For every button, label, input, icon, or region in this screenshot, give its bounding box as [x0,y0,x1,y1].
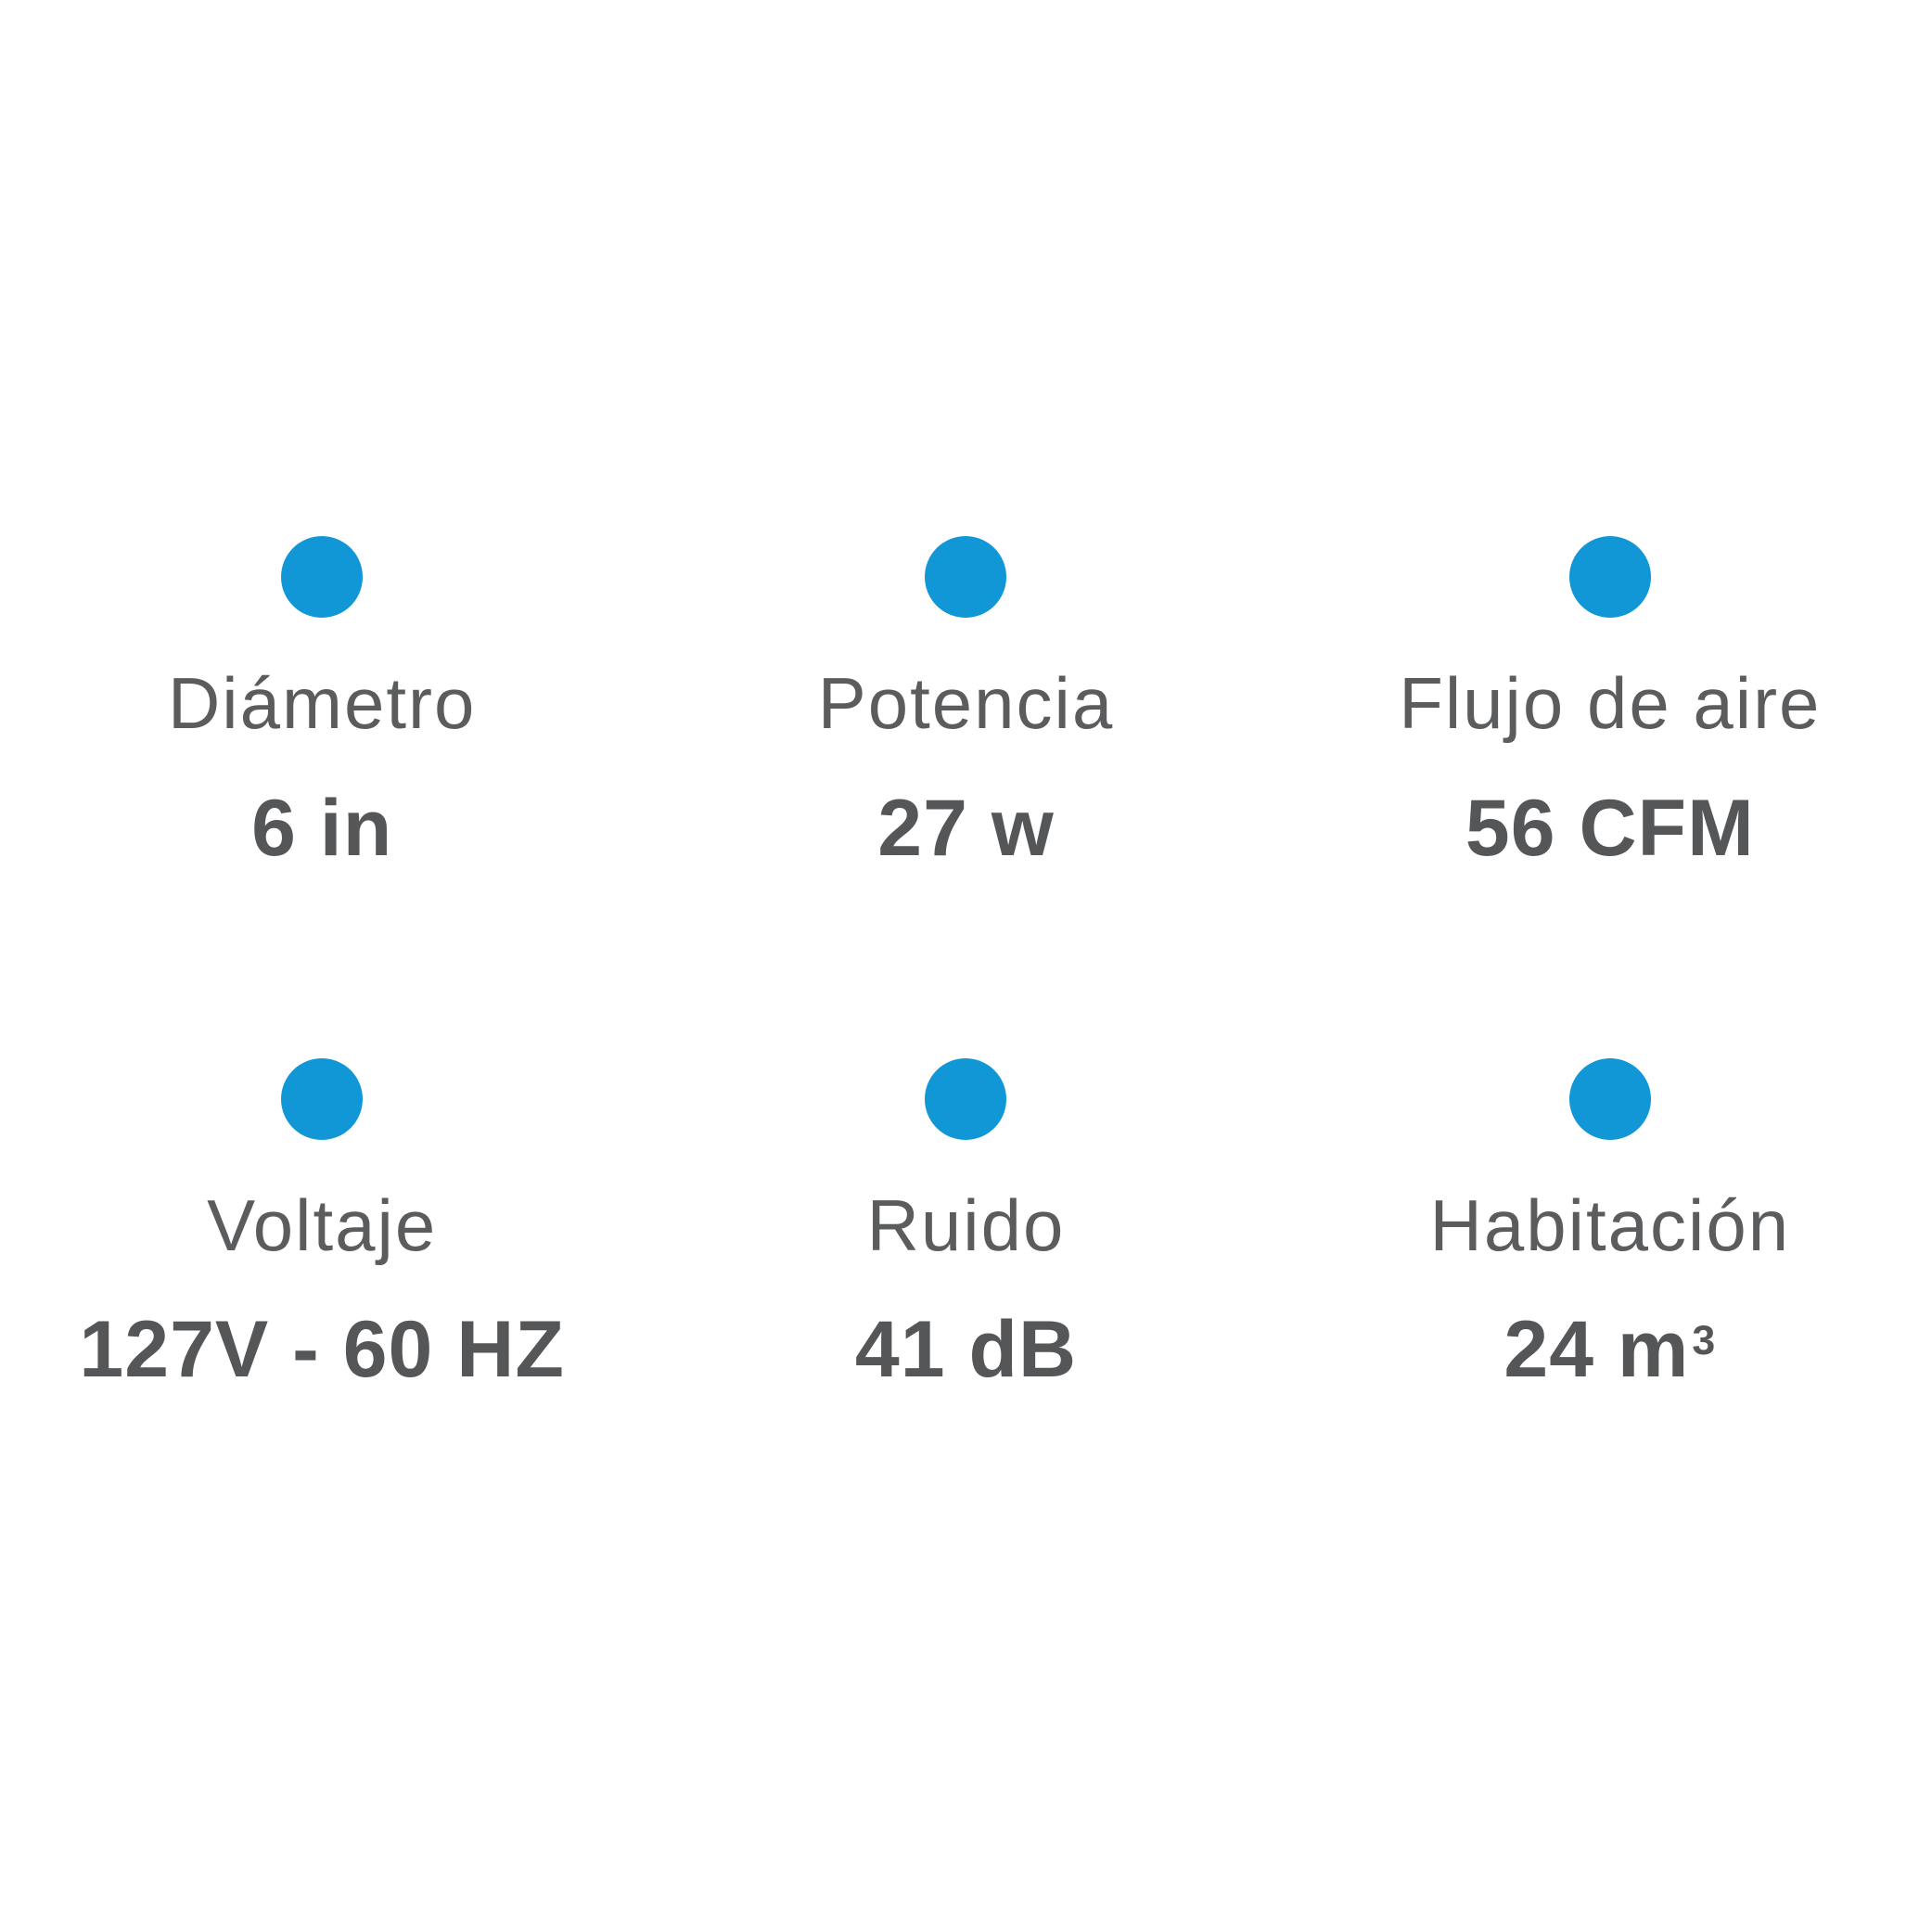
spec-label: Voltaje [207,1184,438,1266]
spec-value: 127V - 60 HZ [79,1305,565,1395]
spec-value: 41 dB [854,1305,1078,1395]
spec-label: Potencia [817,662,1115,744]
spec-item-habitacion: Habitación 24 m3 [1288,1057,1932,1397]
spec-item-ruido: Ruido 41 dB [644,1057,1287,1397]
spec-label: Flujo de aire [1399,662,1822,744]
spec-label: Habitación [1429,1184,1791,1266]
spec-value-text: 24 m [1503,1305,1690,1395]
bullet-dot-icon [925,1057,1007,1140]
spec-value: 24 m3 [1503,1304,1716,1396]
spec-value: 27 w [877,783,1055,873]
spec-value: 56 CFM [1465,783,1755,873]
cubic-superscript: 3 [1692,1317,1717,1363]
spec-label: Diámetro [167,662,477,744]
spec-item-voltaje: Voltaje 127V - 60 HZ [0,1057,644,1397]
bullet-dot-icon [925,536,1007,618]
specs-grid: Diámetro 6 in Potencia 27 w Flujo de air… [0,536,1932,1396]
spec-item-potencia: Potencia 27 w [644,536,1287,875]
bullet-dot-icon [1568,536,1651,618]
spec-label: Ruido [866,1184,1066,1266]
spec-value: 6 in [251,783,393,873]
bullet-dot-icon [281,536,364,618]
spec-item-flujo-de-aire: Flujo de aire 56 CFM [1288,536,1932,875]
bullet-dot-icon [281,1057,364,1140]
spec-item-diametro: Diámetro 6 in [0,536,644,875]
bullet-dot-icon [1568,1057,1651,1140]
